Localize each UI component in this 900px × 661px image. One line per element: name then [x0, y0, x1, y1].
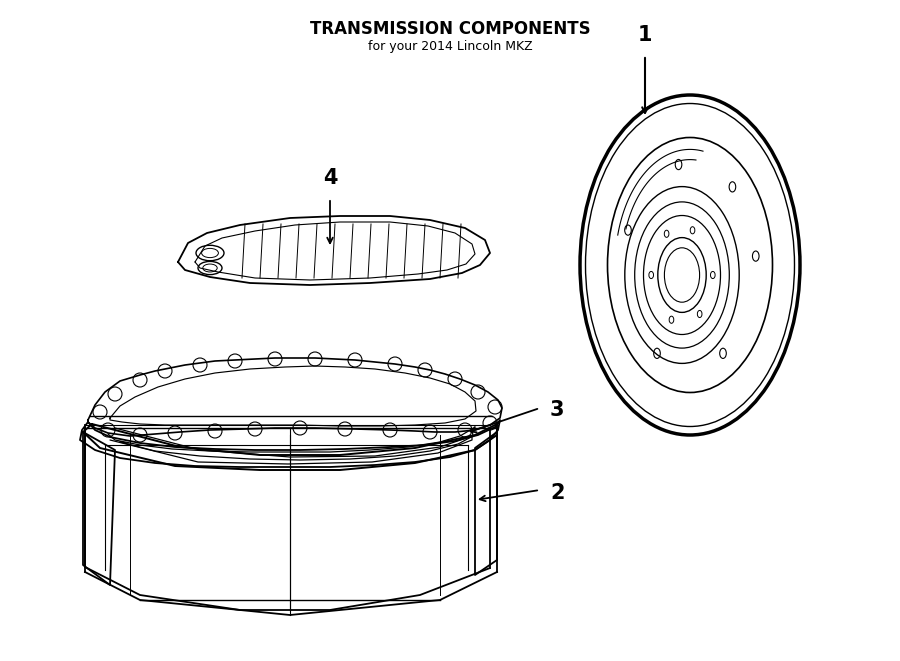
- Text: 2: 2: [550, 483, 564, 503]
- Polygon shape: [85, 428, 140, 600]
- Text: TRANSMISSION COMPONENTS: TRANSMISSION COMPONENTS: [310, 20, 590, 38]
- Polygon shape: [440, 428, 497, 600]
- Text: 4: 4: [323, 168, 338, 188]
- Text: 3: 3: [550, 400, 564, 420]
- Text: for your 2014 Lincoln MKZ: for your 2014 Lincoln MKZ: [368, 40, 532, 53]
- Text: 1: 1: [638, 25, 652, 45]
